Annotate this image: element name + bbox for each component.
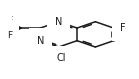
Text: Cl: Cl bbox=[56, 53, 66, 63]
Text: F: F bbox=[120, 23, 126, 33]
Text: F: F bbox=[0, 24, 5, 33]
Text: N: N bbox=[55, 17, 62, 27]
Text: N: N bbox=[37, 36, 44, 46]
Text: F: F bbox=[7, 16, 12, 25]
Text: F: F bbox=[7, 31, 12, 40]
